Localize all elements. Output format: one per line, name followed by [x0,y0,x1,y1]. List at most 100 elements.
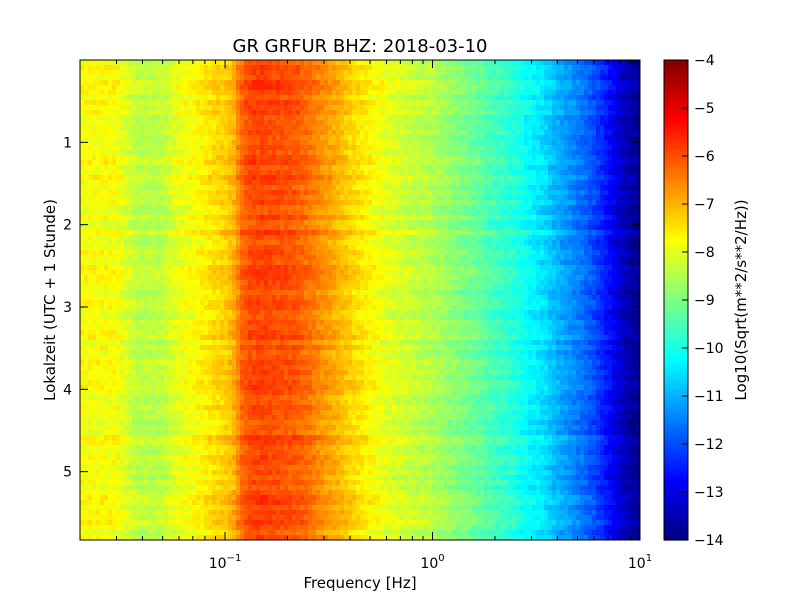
heatmap-cell [224,365,229,371]
heatmap-cell [236,455,241,461]
heatmap-cell [192,475,197,481]
heatmap-cell [124,320,129,326]
heatmap-cell [184,395,189,401]
heatmap-cell [112,275,117,281]
heatmap-cell [236,450,241,456]
heatmap-cell [184,385,189,391]
heatmap-cell [216,510,221,516]
heatmap-cell [168,430,173,436]
heatmap-cell [136,110,141,116]
heatmap-cell [244,255,249,261]
heatmap-cell [284,360,289,366]
heatmap-cell [152,305,157,311]
heatmap-cell [160,370,165,376]
heatmap-cell [116,520,121,526]
heatmap-cell [144,280,149,286]
heatmap-cell [124,340,129,346]
heatmap-cell [260,160,265,166]
heatmap-cell [260,320,265,326]
heatmap-cell [156,130,161,136]
heatmap-cell [116,285,121,291]
heatmap-cell [132,530,137,536]
heatmap-cell [160,225,165,231]
heatmap-cell [104,85,109,91]
heatmap-cell [144,195,149,201]
heatmap-cell [228,120,233,126]
heatmap-cell [156,275,161,281]
heatmap-cell [228,100,233,106]
heatmap-cell [280,400,285,406]
heatmap-cell [264,480,269,486]
heatmap-cell [112,535,117,540]
heatmap-cell [160,190,165,196]
heatmap-cell [264,355,269,361]
heatmap-cell [252,470,257,476]
heatmap-cell [164,495,169,501]
heatmap-cell [184,75,189,81]
heatmap-cell [224,150,229,156]
heatmap-cell [252,295,257,301]
heatmap-cell [100,410,105,416]
heatmap-cell [260,280,265,286]
heatmap-cell [236,225,241,231]
heatmap-cell [220,535,225,540]
heatmap-cell [124,335,129,341]
heatmap-cell [132,65,137,71]
heatmap-cell [148,445,153,451]
heatmap-cell [264,345,269,351]
heatmap-cell [156,185,161,191]
heatmap-cell [80,110,85,116]
heatmap-cell [92,210,97,216]
heatmap-cell [268,75,273,81]
heatmap-cell [136,170,141,176]
heatmap-cell [284,130,289,136]
heatmap-cell [212,425,217,431]
heatmap-cell [104,520,109,526]
heatmap-cell [260,165,265,171]
heatmap-cell [84,75,89,81]
heatmap-cell [260,110,265,116]
heatmap-cell [264,205,269,211]
heatmap-cell [188,175,193,181]
heatmap-cell [252,100,257,106]
heatmap-cell [120,535,125,540]
heatmap-cell [240,400,245,406]
heatmap-cell [252,145,257,151]
heatmap-cell [84,475,89,481]
heatmap-cell [96,90,101,96]
heatmap-cell [108,390,113,396]
heatmap-cell [180,80,185,86]
heatmap-cell [232,530,237,536]
heatmap-cell [188,100,193,106]
heatmap-cell [104,480,109,486]
heatmap-cell [176,400,181,406]
heatmap-cell [108,510,113,516]
heatmap-cell [96,380,101,386]
heatmap-cell [168,385,173,391]
heatmap-cell [116,535,121,540]
heatmap-cell [160,395,165,401]
heatmap-cell [104,460,109,466]
heatmap-cell [88,305,93,311]
heatmap-cell [128,285,133,291]
heatmap-cell [144,355,149,361]
heatmap-cell [212,515,217,521]
heatmap-cell [248,455,253,461]
heatmap-cell [108,195,113,201]
heatmap-cell [256,360,261,366]
heatmap-cell [184,325,189,331]
heatmap-cell [232,345,237,351]
heatmap-cell [196,455,201,461]
heatmap-cell [220,85,225,91]
heatmap-cell [80,215,85,221]
heatmap-cell [116,490,121,496]
heatmap-cell [260,260,265,266]
heatmap-cell [156,475,161,481]
heatmap-cell [268,400,273,406]
heatmap-cell [224,330,229,336]
heatmap-cell [184,350,189,356]
heatmap-cell [84,225,89,231]
heatmap-cell [268,455,273,461]
heatmap-cell [256,105,261,111]
